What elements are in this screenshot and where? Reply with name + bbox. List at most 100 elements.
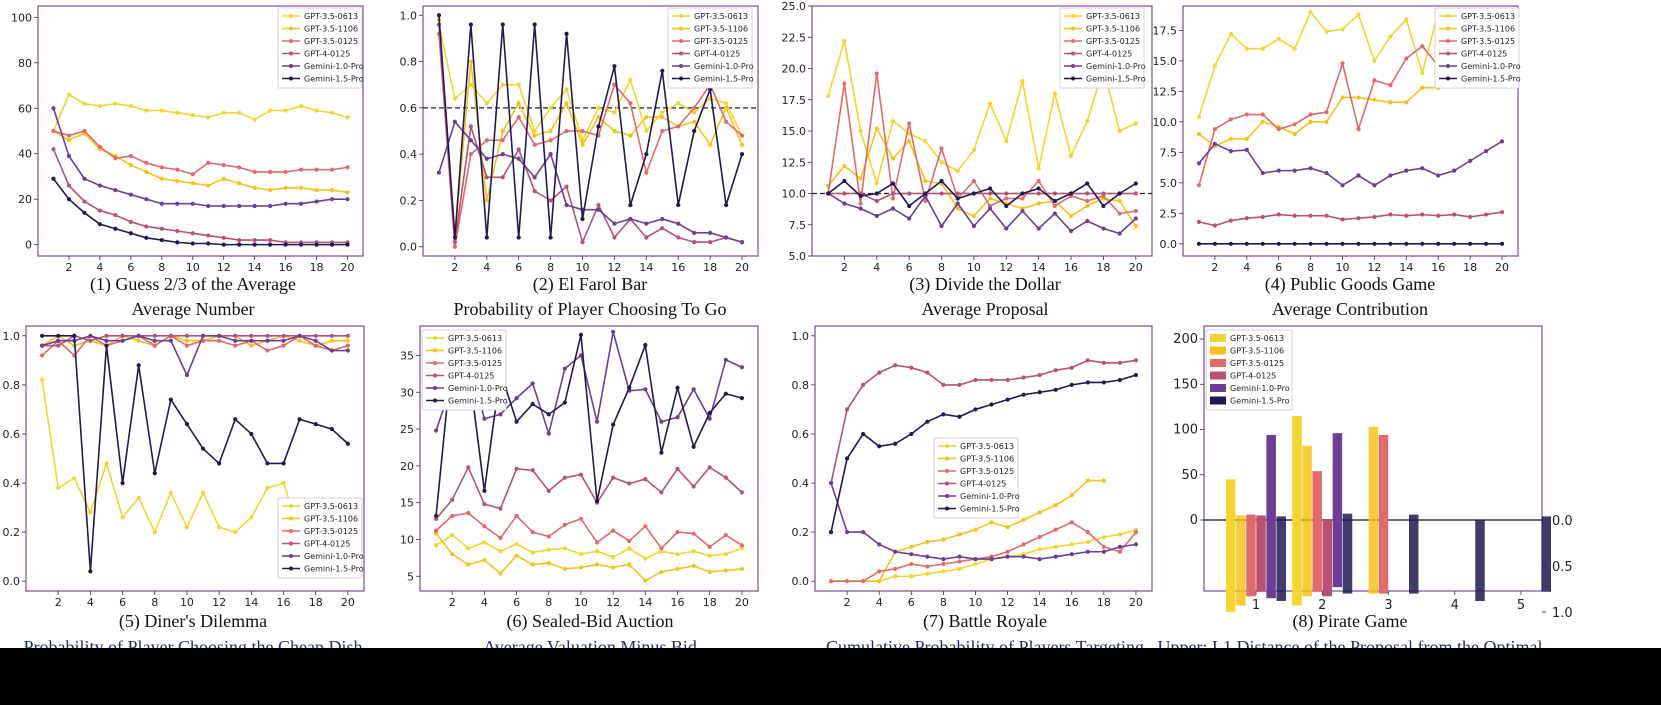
series-point-0 [1085,539,1090,545]
legend-label-3: GPT-4-0125 [448,372,494,381]
series-point-5 [120,480,125,486]
series-point-3 [989,377,994,383]
series-point-5 [644,152,649,157]
series-point-2 [1340,61,1345,66]
series-point-4 [989,557,994,562]
legend-label-4: Gemini-1.0-Pro [694,62,754,71]
series-point-4 [168,338,173,343]
series-point-3 [249,333,254,338]
series-line-1 [438,19,743,236]
series-point-0 [628,77,633,83]
series-point-5 [842,178,847,184]
series-point-2 [1021,542,1026,547]
series-point-5 [514,419,519,424]
series-point-4 [1499,139,1505,144]
series-point-2 [1372,78,1377,83]
series-point-4 [468,138,473,143]
series-point-0 [723,552,728,557]
series-point-0 [175,110,180,115]
series-point-5 [1004,203,1009,209]
series-point-2 [611,528,616,533]
series-point-1 [1388,100,1393,105]
series-point-5 [1052,198,1057,204]
series-point-1 [675,566,680,572]
series-point-2 [1388,83,1393,88]
series-point-0 [939,160,944,165]
chart-2: 2 4 6 8 10 12 14 16 18 20 0.0 0.2 0.4 0.6 0.8 1.0 GPT-3.… [400,5,759,319]
legend-label-5: Gemini-1.5-Pro [960,505,1020,514]
series-point-1 [1068,213,1074,219]
series-point-3 [907,191,912,196]
series-point-0 [874,181,879,186]
series-point-4 [314,199,319,204]
series-point-5 [957,414,962,419]
series-point-5 [184,422,190,427]
series-line-1 [435,533,742,582]
series-point-1 [578,565,584,570]
series-point-5 [987,186,993,191]
series-point-4 [1069,552,1074,557]
series-point-0 [1085,118,1090,124]
legend-marker-1 [289,516,293,521]
series-point-1 [1228,136,1233,142]
series-point-2 [842,81,847,86]
series-point-4 [828,480,834,486]
series-point-1 [1340,95,1345,100]
lower-bar-5 [1541,520,1551,592]
legend-marker-4 [289,554,293,558]
series-point-5 [907,203,912,209]
y-tick-label: 10.0 [1153,116,1178,129]
series-point-0 [329,110,335,115]
series-point-5 [313,422,318,427]
legend-label-3: GPT-4-0125 [1230,372,1276,381]
series-point-0 [1004,138,1009,144]
series-point-0 [466,546,471,551]
series-point-0 [283,108,288,113]
legend-label-1: GPT-3.5-1106 [448,347,502,356]
series-point-1 [723,105,729,110]
series-point-4 [297,333,302,338]
series-point-3 [1133,358,1139,363]
series-point-1 [1356,95,1361,100]
series-point-0 [136,495,141,500]
series-point-4 [907,216,912,221]
series-point-4 [594,419,600,424]
series-point-0 [707,553,712,558]
series-point-0 [281,480,286,486]
series-point-0 [723,101,729,106]
series-point-0 [1308,9,1313,15]
legend-marker-0 [679,14,683,18]
x-tick-label: 8 [151,596,158,609]
series-point-2 [468,152,473,157]
series-point-2 [206,160,211,165]
series-point-4 [433,428,439,433]
series-point-0 [265,485,270,491]
series-point-4 [88,333,93,338]
series-point-2 [221,162,226,168]
series-point-5 [249,431,254,437]
series-point-0 [611,555,616,560]
series-point-4 [955,201,960,206]
series-point-5 [252,242,257,247]
x-tick-label: 10 [968,596,982,609]
x-tick-label: 4 [96,261,103,274]
series-point-3 [1483,212,1489,217]
x-tick-label: 16 [279,261,293,274]
series-point-4 [1085,549,1090,554]
y-tick-label: 0.8 [400,56,418,69]
x-tick-label: 1 [1252,598,1260,613]
series-point-2 [628,101,633,106]
x-tick-label: 2 [55,596,62,609]
series-point-3 [482,502,487,507]
series-point-2 [893,566,898,572]
series-point-5 [298,242,304,247]
x-tick-label: 6 [908,596,915,609]
series-point-3 [1133,191,1138,196]
series-point-0 [530,550,535,555]
y-tick-label: 0 [25,239,32,252]
series-point-2 [612,82,617,87]
series-point-2 [907,121,912,126]
x-tick-label: 14 [639,261,653,274]
series-point-4 [152,338,157,343]
series-point-0 [1372,58,1377,63]
